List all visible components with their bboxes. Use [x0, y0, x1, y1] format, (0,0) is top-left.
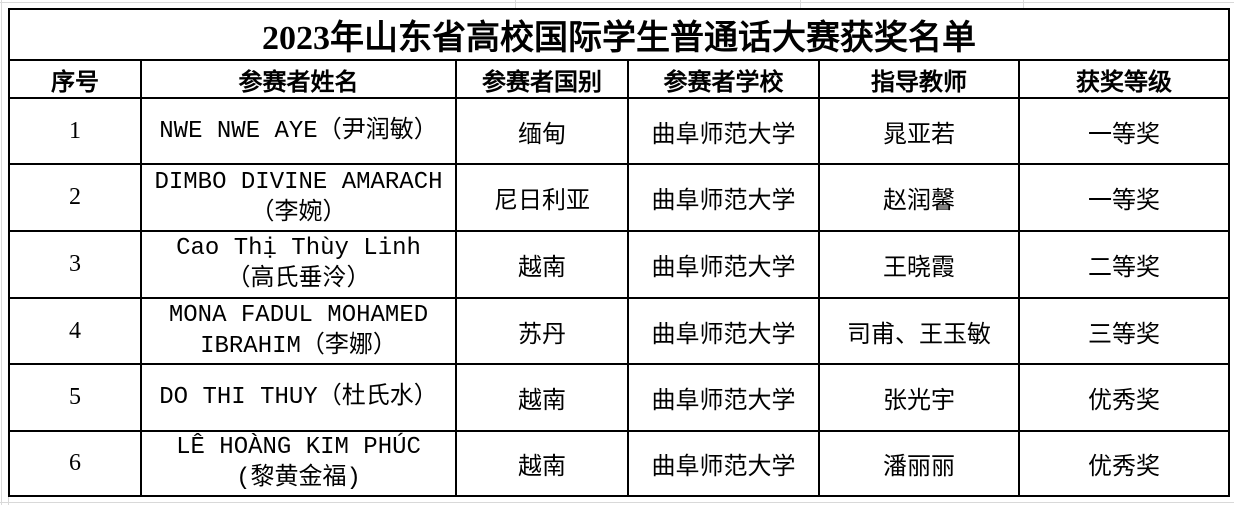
- table-title-row: 2023年山东省高校国际学生普通话大赛获奖名单: [8, 7, 1230, 62]
- table-header-row: 序号 参赛者姓名 参赛者国别 参赛者学校 指导教师 获奖等级: [8, 59, 1230, 99]
- teacher-cell[interactable]: 王晓霞: [818, 230, 1020, 299]
- table-row: 4 MONA FADUL MOHAMED IBRAHIM（李娜） 苏丹 曲阜师范…: [8, 296, 1230, 366]
- column-header-no[interactable]: 序号: [8, 59, 142, 99]
- spreadsheet-gridline: [0, 502, 1234, 503]
- country-cell[interactable]: 苏丹: [455, 296, 629, 366]
- spreadsheet-gridline: [0, 2, 1234, 3]
- table-row: 1 NWE NWE AYE（尹润敏） 缅甸 曲阜师范大学 晁亚若 一等奖: [8, 96, 1230, 166]
- row-number-cell[interactable]: 2: [8, 163, 142, 233]
- teacher-cell[interactable]: 司甫、王玉敏: [818, 296, 1020, 366]
- teacher-cell[interactable]: 潘丽丽: [818, 429, 1020, 498]
- column-header-teacher[interactable]: 指导教师: [818, 59, 1020, 99]
- participant-name-cell[interactable]: NWE NWE AYE（尹润敏）: [140, 96, 457, 166]
- participant-name-cell[interactable]: DIMBO DIVINE AMARACH （李婉）: [140, 163, 457, 233]
- country-cell[interactable]: 越南: [455, 230, 629, 299]
- country-cell[interactable]: 越南: [455, 429, 629, 498]
- row-number-cell[interactable]: 6: [8, 429, 142, 498]
- column-header-name[interactable]: 参赛者姓名: [140, 59, 457, 99]
- school-cell[interactable]: 曲阜师范大学: [627, 163, 820, 233]
- participant-name-cell[interactable]: LÊ HOÀNG KIM PHÚC (黎黄金福): [140, 429, 457, 498]
- spreadsheet-gridline: [515, 0, 516, 8]
- award-cell[interactable]: 优秀奖: [1018, 429, 1230, 498]
- school-cell[interactable]: 曲阜师范大学: [627, 296, 820, 366]
- award-cell[interactable]: 二等奖: [1018, 230, 1230, 299]
- row-number-cell[interactable]: 1: [8, 96, 142, 166]
- spreadsheet-gridline: [1023, 0, 1024, 8]
- column-header-country[interactable]: 参赛者国别: [455, 59, 629, 99]
- column-header-award[interactable]: 获奖等级: [1018, 59, 1230, 99]
- spreadsheet-gridline: [1, 0, 2, 505]
- country-cell[interactable]: 越南: [455, 363, 629, 432]
- row-number-cell[interactable]: 3: [8, 230, 142, 299]
- school-cell[interactable]: 曲阜师范大学: [627, 230, 820, 299]
- spreadsheet-gridline: [8, 497, 9, 505]
- table-row: 2 DIMBO DIVINE AMARACH （李婉） 尼日利亚 曲阜师范大学 …: [8, 163, 1230, 233]
- country-cell[interactable]: 尼日利亚: [455, 163, 629, 233]
- row-number-cell[interactable]: 5: [8, 363, 142, 432]
- participant-name-cell[interactable]: MONA FADUL MOHAMED IBRAHIM（李娜）: [140, 296, 457, 366]
- teacher-cell[interactable]: 张光宇: [818, 363, 1020, 432]
- participant-name-cell[interactable]: DO THI THUY（杜氏水）: [140, 363, 457, 432]
- awards-table: 2023年山东省高校国际学生普通话大赛获奖名单 序号 参赛者姓名 参赛者国别 参…: [8, 7, 1230, 498]
- country-cell[interactable]: 缅甸: [455, 96, 629, 166]
- teacher-cell[interactable]: 赵润馨: [818, 163, 1020, 233]
- table-title[interactable]: 2023年山东省高校国际学生普通话大赛获奖名单: [8, 7, 1230, 62]
- award-cell[interactable]: 一等奖: [1018, 163, 1230, 233]
- school-cell[interactable]: 曲阜师范大学: [627, 96, 820, 166]
- school-cell[interactable]: 曲阜师范大学: [627, 363, 820, 432]
- row-number-cell[interactable]: 4: [8, 296, 142, 366]
- table-row: 3 Cao Thị Thùy Linh （高氏垂泠） 越南 曲阜师范大学 王晓霞…: [8, 230, 1230, 299]
- award-cell[interactable]: 一等奖: [1018, 96, 1230, 166]
- school-cell[interactable]: 曲阜师范大学: [627, 429, 820, 498]
- award-cell[interactable]: 三等奖: [1018, 296, 1230, 366]
- column-header-school[interactable]: 参赛者学校: [627, 59, 820, 99]
- table-row: 5 DO THI THUY（杜氏水） 越南 曲阜师范大学 张光宇 优秀奖: [8, 363, 1230, 432]
- teacher-cell[interactable]: 晁亚若: [818, 96, 1020, 166]
- spreadsheet-gridline: [800, 0, 801, 8]
- table-row: 6 LÊ HOÀNG KIM PHÚC (黎黄金福) 越南 曲阜师范大学 潘丽丽…: [8, 429, 1230, 498]
- award-cell[interactable]: 优秀奖: [1018, 363, 1230, 432]
- participant-name-cell[interactable]: Cao Thị Thùy Linh （高氏垂泠）: [140, 230, 457, 299]
